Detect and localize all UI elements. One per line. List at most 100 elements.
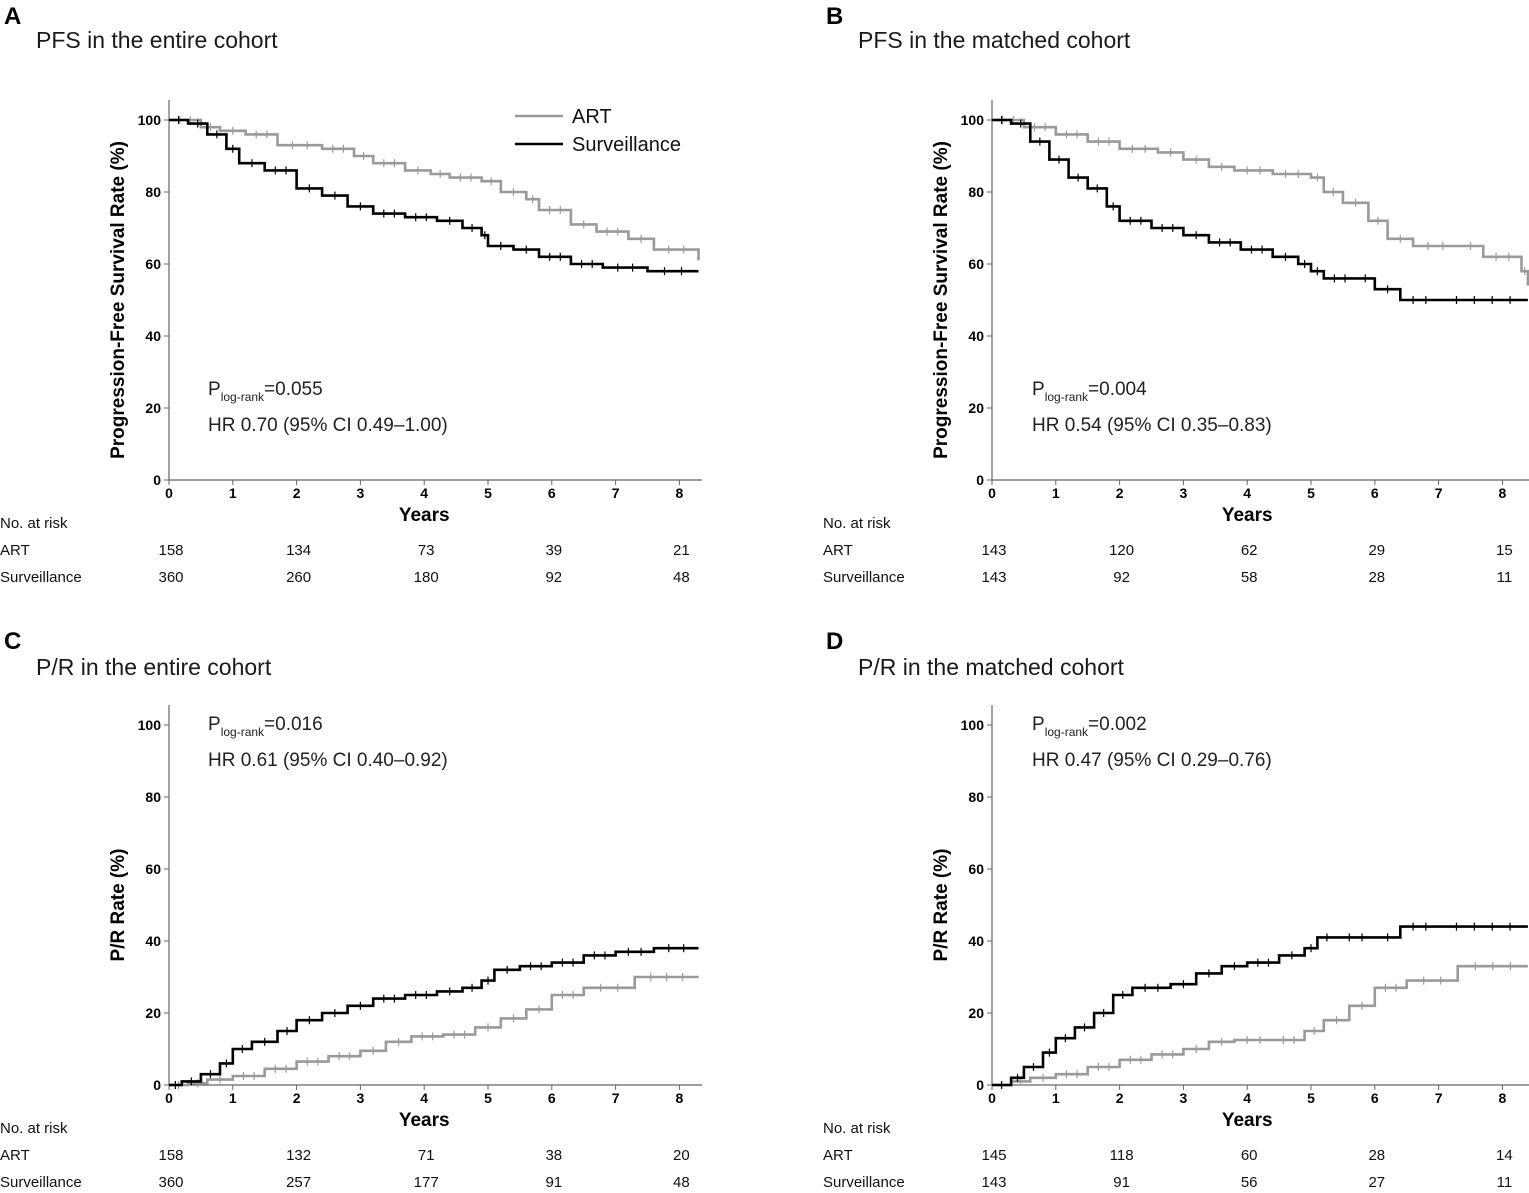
x-axis-title: Years — [1222, 1110, 1273, 1131]
y-tick-label: 60 — [968, 256, 984, 272]
risk-count: 120 — [1109, 542, 1134, 559]
risk-count: 143 — [981, 542, 1006, 559]
panel-letter: B — [826, 3, 843, 30]
risk-count: 73 — [418, 542, 435, 559]
risk-count: 20 — [673, 1147, 690, 1164]
risk-count: 180 — [414, 569, 439, 586]
risk-count: 21 — [673, 542, 690, 559]
risk-table-header: No. at risk — [0, 515, 68, 532]
risk-count: 28 — [1368, 1147, 1385, 1164]
y-axis-title: P/R Rate (%) — [108, 849, 129, 962]
x-tick-label: 6 — [1371, 1090, 1379, 1106]
panel-c: C P/R in the entire cohort 0 20 40 60 80 100 0 1 2… — [0, 628, 702, 1191]
x-tick-label: 6 — [548, 485, 556, 501]
risk-count: 58 — [1241, 569, 1258, 586]
y-tick-label: 80 — [968, 789, 984, 805]
x-tick-label: 0 — [988, 1090, 996, 1106]
risk-count: 11 — [1497, 1174, 1513, 1191]
x-tick-label: 2 — [1116, 485, 1124, 501]
risk-count: 91 — [1113, 1174, 1130, 1191]
y-tick-label: 0 — [153, 1077, 161, 1093]
risk-row-label: Surveillance — [823, 1174, 905, 1191]
y-axis-title: Progression-Free Survival Rate (%) — [108, 141, 129, 459]
p-value-label: Plog-rank=0.004 — [1032, 379, 1147, 404]
risk-count: 143 — [981, 569, 1006, 586]
risk-count: 360 — [158, 569, 183, 586]
y-tick-label: 20 — [145, 400, 161, 416]
risk-count: 38 — [545, 1147, 562, 1164]
risk-count: 158 — [158, 542, 183, 559]
legend-art-label: ART — [572, 106, 612, 128]
y-tick-label: 100 — [961, 717, 985, 733]
y-tick-label: 60 — [968, 861, 984, 877]
x-tick-label: 1 — [229, 485, 237, 501]
x-tick-label: 0 — [988, 485, 996, 501]
risk-count: 92 — [1113, 569, 1130, 586]
risk-count: 91 — [545, 1174, 562, 1191]
x-tick-label: 8 — [1499, 1090, 1507, 1106]
panel-title: PFS in the matched cohort — [858, 27, 1131, 53]
y-tick-label: 40 — [145, 328, 161, 344]
y-tick-label: 40 — [968, 328, 984, 344]
y-tick-label: 20 — [145, 1005, 161, 1021]
risk-count: 257 — [286, 1174, 311, 1191]
risk-table-header: No. at risk — [823, 515, 891, 532]
x-tick-label: 3 — [1180, 1090, 1188, 1106]
x-axis-title: Years — [399, 505, 450, 526]
x-tick-label: 4 — [420, 1090, 428, 1106]
risk-row-label: ART — [0, 1147, 30, 1164]
risk-count: 177 — [414, 1174, 439, 1191]
hazard-ratio-label: HR 0.70 (95% CI 0.49–1.00) — [208, 415, 448, 436]
x-tick-label: 8 — [1499, 485, 1507, 501]
p-value-label: Plog-rank=0.055 — [208, 379, 323, 404]
panel-a: A PFS in the entire cohort 0 20 40 60 80 100 0 1 2… — [0, 3, 702, 586]
x-tick-label: 6 — [1371, 485, 1379, 501]
risk-count: 39 — [545, 542, 562, 559]
hazard-ratio-label: HR 0.47 (95% CI 0.29–0.76) — [1032, 750, 1272, 771]
series-art-line — [169, 975, 699, 1087]
risk-count: 158 — [158, 1147, 183, 1164]
risk-count: 92 — [545, 569, 562, 586]
y-tick-label: 40 — [145, 933, 161, 949]
risk-count: 29 — [1368, 542, 1385, 559]
risk-count: 14 — [1496, 1147, 1513, 1164]
y-tick-label: 100 — [961, 112, 985, 128]
x-tick-label: 1 — [1052, 1090, 1060, 1106]
x-tick-label: 8 — [676, 485, 684, 501]
panel-title: P/R in the entire cohort — [36, 654, 272, 680]
x-tick-label: 7 — [1435, 1090, 1443, 1106]
risk-count: 27 — [1368, 1174, 1385, 1191]
x-tick-label: 5 — [484, 1090, 492, 1106]
x-tick-label: 7 — [612, 1090, 620, 1106]
x-tick-label: 1 — [1052, 485, 1060, 501]
risk-count: 62 — [1241, 542, 1258, 559]
x-tick-label: 2 — [1116, 1090, 1124, 1106]
risk-count: 118 — [1110, 1147, 1134, 1164]
risk-count: 360 — [158, 1174, 183, 1191]
x-tick-label: 0 — [165, 1090, 173, 1106]
y-tick-label: 80 — [145, 184, 161, 200]
risk-count: 132 — [286, 1147, 311, 1164]
panel-title: PFS in the entire cohort — [36, 27, 278, 53]
risk-row-label: Surveillance — [823, 569, 905, 586]
series-art-line — [992, 964, 1528, 1087]
x-tick-label: 5 — [484, 485, 492, 501]
y-tick-label: 40 — [968, 933, 984, 949]
risk-count: 56 — [1241, 1174, 1258, 1191]
risk-count: 60 — [1241, 1147, 1258, 1164]
series-surveillance-line — [169, 946, 699, 1087]
risk-row-label: ART — [0, 542, 30, 559]
x-tick-label: 4 — [420, 485, 428, 501]
x-tick-label: 2 — [293, 485, 301, 501]
risk-count: 11 — [1497, 569, 1513, 586]
y-tick-label: 20 — [968, 1005, 984, 1021]
risk-count: 48 — [673, 569, 690, 586]
y-axis-title: P/R Rate (%) — [931, 849, 952, 962]
panel-letter: D — [826, 628, 843, 655]
x-tick-label: 4 — [1243, 1090, 1251, 1106]
risk-count: 260 — [286, 569, 311, 586]
x-tick-label: 1 — [229, 1090, 237, 1106]
risk-count: 134 — [286, 542, 311, 559]
x-tick-label: 0 — [165, 485, 173, 501]
